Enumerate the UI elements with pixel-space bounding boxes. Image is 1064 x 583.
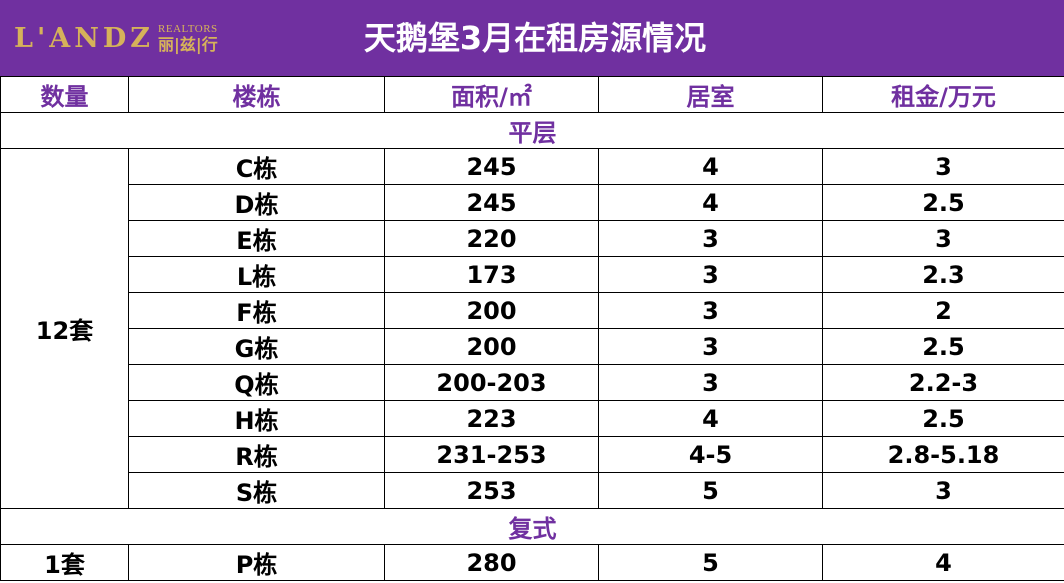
rooms-cell: 4 [598, 400, 823, 437]
building-cell: L栋 [128, 256, 385, 293]
rooms-cell: 3 [598, 220, 823, 257]
rooms-cell: 3 [598, 364, 823, 401]
table-row: R栋 231-253 4-5 2.8-5.18 [1, 436, 1064, 473]
rent-cell: 3 [822, 220, 1064, 257]
area-cell: 245 [384, 148, 599, 185]
section-row-flat: 平层 [0, 112, 1064, 149]
brand-logo: L'ANDZ REALTORS 丽|兹|行 [14, 18, 218, 58]
rooms-cell: 3 [598, 328, 823, 365]
area-cell: 220 [384, 220, 599, 257]
table-row: L栋 173 3 2.3 [1, 256, 1064, 293]
rent-cell: 2.5 [822, 184, 1064, 221]
title-banner: L'ANDZ REALTORS 丽|兹|行 天鹅堡3月在租房源情况 [0, 0, 1064, 76]
rent-cell: 2.3 [822, 256, 1064, 293]
building-cell: D栋 [128, 184, 385, 221]
column-header: 数量 [0, 76, 129, 113]
rent-cell: 3 [822, 472, 1064, 509]
area-cell: 173 [384, 256, 599, 293]
logo-mark: L'ANDZ [14, 22, 155, 54]
section-label: 平层 [0, 112, 1064, 149]
table-row: E栋 220 3 3 [1, 220, 1064, 257]
building-cell: P栋 [128, 544, 385, 581]
unit-count: 12套 [0, 148, 129, 509]
building-cell: G栋 [128, 328, 385, 365]
logo-side: REALTORS 丽|兹|行 [158, 22, 218, 54]
table-row: D栋 245 4 2.5 [1, 184, 1064, 221]
area-cell: 253 [384, 472, 599, 509]
rent-cell: 2 [822, 292, 1064, 329]
table-row: 12套 C栋 245 4 3 [0, 148, 1064, 509]
area-cell: 223 [384, 400, 599, 437]
table-row: H栋 223 4 2.5 [1, 400, 1064, 437]
section-label: 复式 [0, 508, 1064, 545]
rent-cell: 2.2-3 [822, 364, 1064, 401]
table-row: 1套 P栋 280 5 4 [0, 544, 1064, 581]
area-cell: 245 [384, 184, 599, 221]
logo-chinese: 丽|兹|行 [158, 34, 218, 54]
rent-cell: 3 [822, 148, 1064, 185]
rent-cell: 2.8-5.18 [822, 436, 1064, 473]
table-row: G栋 200 3 2.5 [1, 328, 1064, 365]
logo-subtitle: REALTORS [158, 22, 218, 35]
area-cell: 231-253 [384, 436, 599, 473]
table-row: Q栋 200-203 3 2.2-3 [1, 364, 1064, 401]
area-cell: 280 [384, 544, 599, 581]
area-cell: 200 [384, 292, 599, 329]
rooms-cell: 4-5 [598, 436, 823, 473]
building-cell: C栋 [128, 148, 385, 185]
building-cell: F栋 [128, 292, 385, 329]
rooms-cell: 5 [598, 544, 823, 581]
rooms-cell: 4 [598, 148, 823, 185]
table-row: S栋 253 5 3 [1, 472, 1064, 509]
area-cell: 200 [384, 328, 599, 365]
section-row-duplex: 复式 [0, 508, 1064, 545]
building-cell: H栋 [128, 400, 385, 437]
rent-cell: 2.5 [822, 400, 1064, 437]
rooms-cell: 3 [598, 256, 823, 293]
rent-cell: 4 [822, 544, 1064, 581]
page-title: 天鹅堡3月在租房源情况 [363, 19, 707, 57]
column-header: 面积/㎡ [384, 76, 599, 113]
rooms-cell: 3 [598, 292, 823, 329]
listing-table: 数量 楼栋 面积/㎡ 居室 租金/万元 平层 12套 C栋 245 4 3 D栋… [0, 76, 1064, 581]
building-cell: R栋 [128, 436, 385, 473]
column-header: 居室 [598, 76, 823, 113]
unit-count: 1套 [0, 544, 129, 581]
table-header-row: 数量 楼栋 面积/㎡ 居室 租金/万元 [0, 76, 1064, 113]
table-row: F栋 200 3 2 [1, 292, 1064, 329]
area-cell: 200-203 [384, 364, 599, 401]
rooms-cell: 5 [598, 472, 823, 509]
column-header: 楼栋 [128, 76, 385, 113]
column-header: 租金/万元 [822, 76, 1064, 113]
building-cell: E栋 [128, 220, 385, 257]
building-cell: S栋 [128, 472, 385, 509]
building-cell: Q栋 [128, 364, 385, 401]
rooms-cell: 4 [598, 184, 823, 221]
rent-cell: 2.5 [822, 328, 1064, 365]
